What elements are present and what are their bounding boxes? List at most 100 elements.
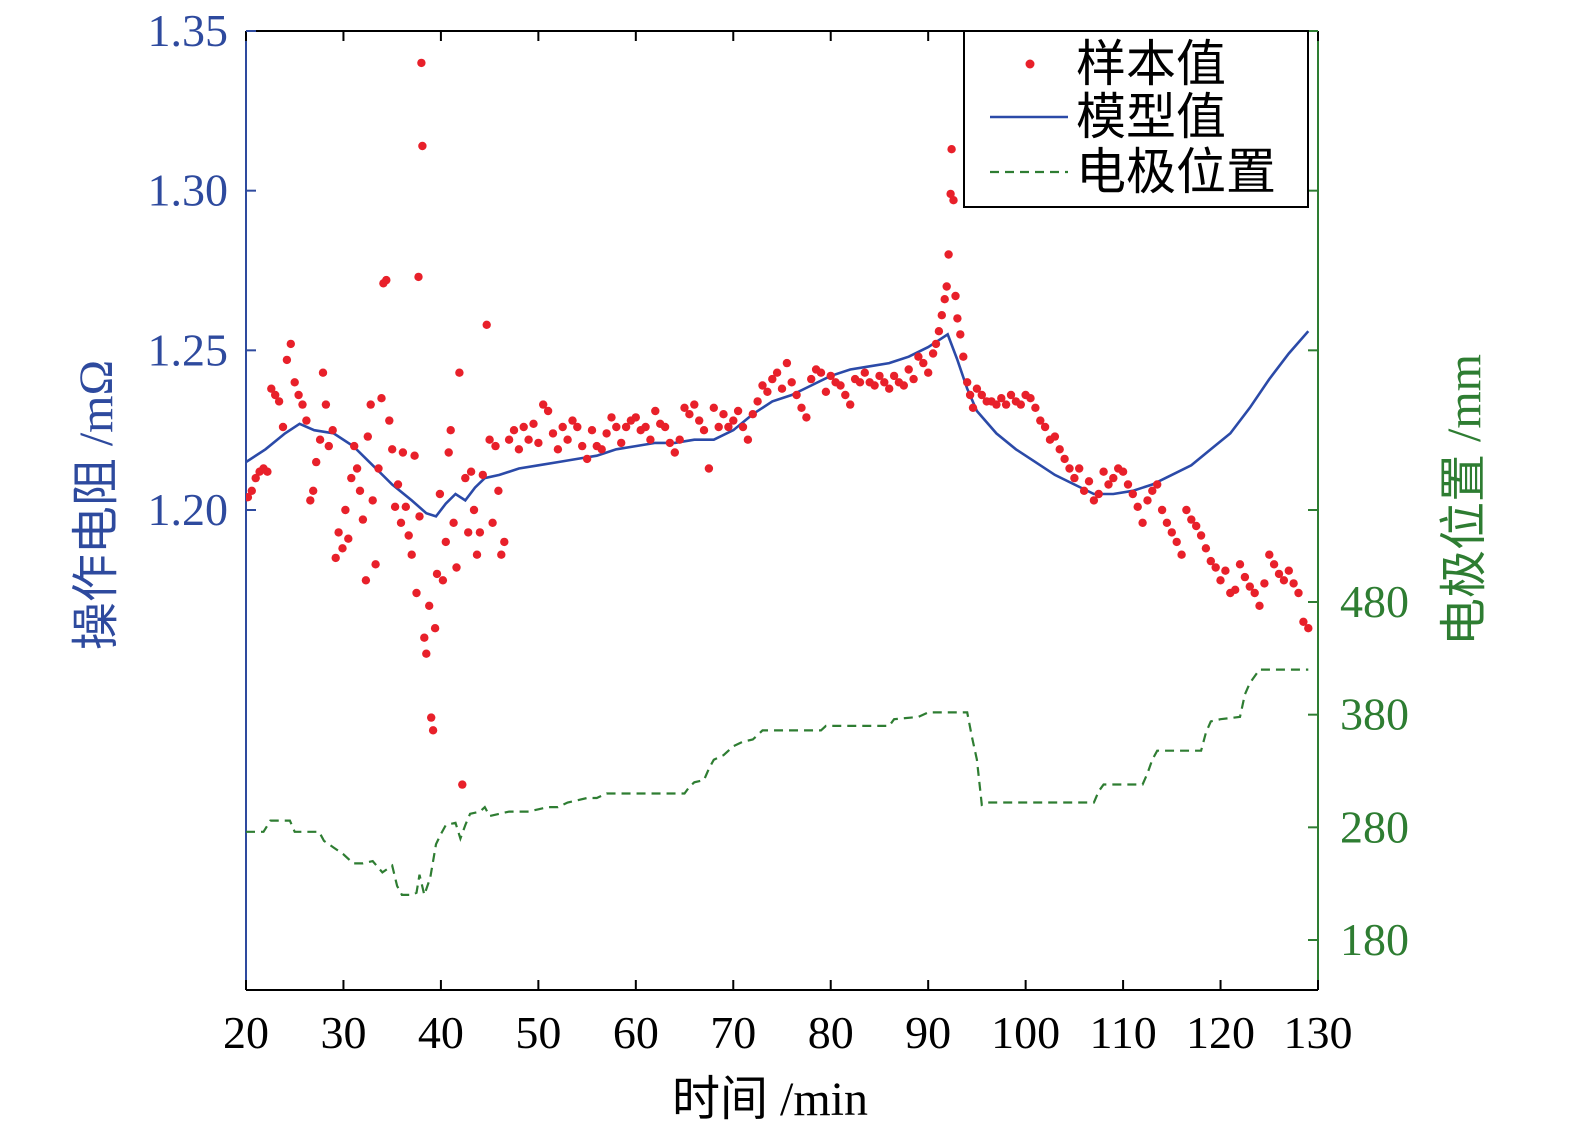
sample-point <box>334 528 343 537</box>
sample-point <box>1118 467 1128 476</box>
x-tick-label: 110 <box>1089 1007 1156 1058</box>
sample-point <box>1055 445 1064 454</box>
sample-point <box>724 422 733 432</box>
sample-point <box>1099 467 1108 476</box>
y-right-tick-label: 380 <box>1340 689 1409 740</box>
sample-point <box>415 512 424 521</box>
sample-point <box>607 413 616 422</box>
sample-point <box>432 569 442 579</box>
sample-point <box>875 371 884 381</box>
sample-point <box>497 550 506 559</box>
sample-point <box>699 426 709 435</box>
sample-point <box>1211 563 1220 572</box>
sample-point <box>1065 464 1074 473</box>
sample-point <box>924 368 933 377</box>
sample-point <box>519 422 528 432</box>
sample-point <box>368 496 377 505</box>
sample-point <box>1196 531 1206 540</box>
sample-point <box>494 486 503 495</box>
sample-point <box>315 435 325 444</box>
sample-point <box>441 537 450 547</box>
sample-point <box>1153 480 1162 489</box>
sample-point <box>1148 486 1157 495</box>
sample-point <box>1289 579 1298 588</box>
sample-point <box>1177 550 1186 559</box>
sample-point <box>826 371 835 381</box>
sample-point <box>940 295 949 304</box>
sample-point <box>841 390 850 400</box>
sample-point <box>641 422 650 432</box>
sample-point <box>928 349 938 358</box>
data-layer <box>246 58 1313 899</box>
sample-point <box>294 390 303 400</box>
sample-point <box>509 426 519 435</box>
sample-point <box>361 576 371 585</box>
sample-point <box>617 438 626 448</box>
sample-point <box>680 403 689 412</box>
sample-point <box>777 384 787 393</box>
sample-point <box>1206 556 1216 566</box>
sample-point <box>385 416 394 425</box>
sample-point <box>341 505 350 515</box>
sample-point <box>1123 480 1133 489</box>
sample-point <box>949 196 958 205</box>
sample-point <box>444 448 453 457</box>
sample-point <box>1250 588 1259 598</box>
sample-point <box>398 448 408 457</box>
sample-point <box>271 390 280 400</box>
sample-point <box>997 394 1006 403</box>
sample-point <box>278 422 288 432</box>
sample-point <box>352 464 362 473</box>
sample-point <box>312 457 321 467</box>
sample-point <box>1109 473 1118 483</box>
sample-point <box>1075 464 1084 473</box>
sample-point <box>418 141 427 151</box>
sample-point <box>763 387 772 396</box>
sample-point <box>366 400 375 409</box>
x-axis-label: 时间 /min <box>672 1073 868 1126</box>
sample-point <box>1201 544 1211 553</box>
sample-point <box>338 544 347 553</box>
sample-point <box>931 339 941 349</box>
sample-point <box>1026 394 1035 403</box>
sample-point <box>612 422 621 432</box>
sample-point <box>738 422 748 432</box>
sample-point <box>1284 566 1294 575</box>
sample-point <box>914 352 923 361</box>
sample-point <box>1260 579 1269 588</box>
sample-point <box>328 426 337 435</box>
sample-point <box>529 419 538 428</box>
sample-point <box>587 426 597 435</box>
sample-point <box>344 534 353 543</box>
sample-point <box>298 400 307 409</box>
sample-point <box>768 374 777 384</box>
x-tick-label: 50 <box>515 1007 561 1058</box>
sample-point <box>568 416 577 425</box>
legend-sample-marker <box>1025 59 1035 69</box>
sample-point <box>753 397 762 406</box>
sample-point <box>1128 489 1138 499</box>
sample-point <box>428 726 438 735</box>
sample-point <box>504 435 514 444</box>
sample-point <box>1138 518 1147 527</box>
x-tick-label: 30 <box>320 1007 366 1058</box>
sample-point <box>563 435 572 444</box>
sample-point <box>412 588 421 598</box>
sample-point <box>246 493 253 502</box>
sample-point <box>488 518 497 527</box>
sample-point <box>500 537 509 547</box>
sample-point <box>1143 496 1152 505</box>
sample-point <box>543 406 553 416</box>
sample-point <box>670 448 679 457</box>
sample-point <box>1133 502 1142 511</box>
sample-point <box>390 502 400 511</box>
sample-point <box>388 445 397 454</box>
x-tick-label: 90 <box>905 1007 951 1058</box>
sample-point <box>965 390 975 400</box>
sample-point <box>363 432 372 441</box>
sample-point <box>247 486 256 495</box>
sample-point <box>485 435 494 444</box>
sample-point <box>953 314 962 323</box>
y-left-tick-label: 1.25 <box>148 324 229 375</box>
sample-point <box>427 713 436 722</box>
